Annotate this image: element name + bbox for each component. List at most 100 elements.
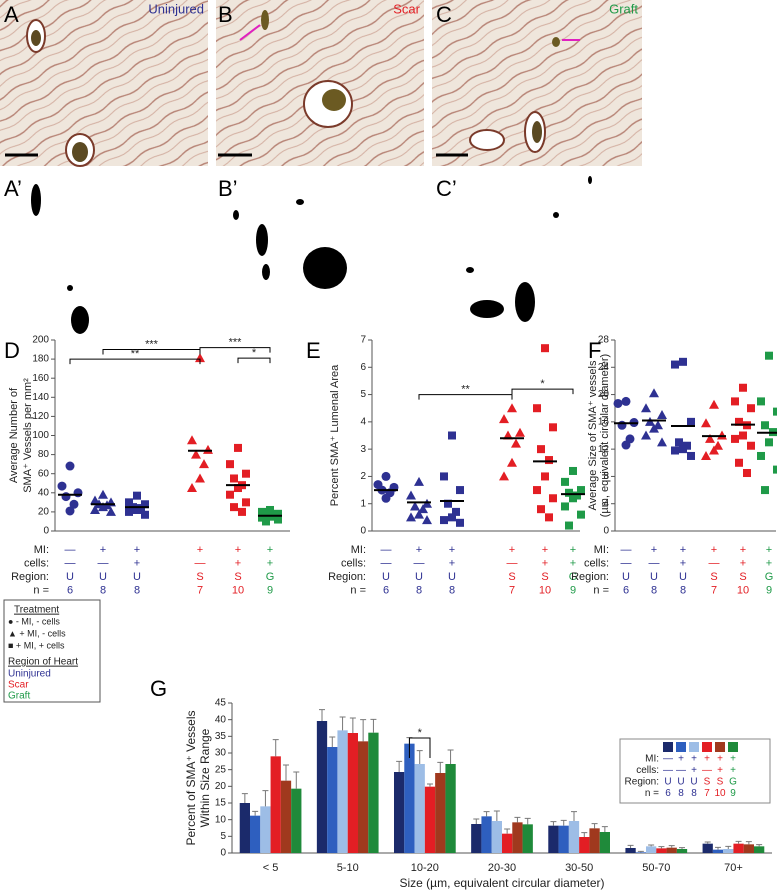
row-value: — — [65, 544, 76, 556]
panel-label: F — [588, 338, 601, 363]
row-value: + — [267, 557, 273, 569]
error-bar — [293, 771, 300, 789]
y-tick-label: 0 — [360, 526, 366, 537]
error-bar — [679, 847, 685, 849]
bar — [723, 849, 734, 853]
error-bar — [319, 709, 325, 721]
y-tick-label: 20 — [38, 507, 50, 518]
data-point — [537, 445, 545, 454]
row-value: — — [507, 557, 518, 569]
y-tick-label: 0 — [43, 526, 49, 537]
error-bar — [437, 761, 444, 773]
bar — [635, 852, 646, 853]
data-point — [226, 490, 234, 499]
data-point — [230, 503, 238, 512]
significance-bracket — [418, 394, 513, 400]
legend-value: U — [677, 777, 684, 788]
y-tick-label: 0 — [603, 526, 609, 537]
data-point — [657, 437, 667, 447]
panel-label: E — [306, 338, 321, 363]
error-bar — [370, 718, 377, 733]
bar — [558, 825, 569, 853]
data-point — [195, 473, 205, 483]
legend-value: + — [730, 754, 736, 765]
data-point — [561, 502, 569, 511]
data-point — [191, 449, 201, 459]
row-value: U — [448, 571, 456, 583]
data-point — [569, 494, 577, 503]
bar — [414, 764, 425, 853]
bar — [733, 843, 744, 853]
error-bar — [648, 844, 655, 847]
row-value: 8 — [134, 584, 140, 596]
data-point — [141, 510, 149, 519]
data-point — [679, 445, 687, 454]
data-point — [545, 513, 553, 522]
legend-value: + — [717, 754, 723, 765]
y-tick-label: 3 — [360, 444, 366, 455]
significance-label: * — [540, 378, 545, 390]
data-point — [234, 484, 242, 493]
row-label: MI: — [594, 544, 609, 556]
significance-label: *** — [145, 338, 159, 350]
row-value: — — [649, 557, 660, 569]
legend-swatch — [663, 742, 673, 752]
y-tick-label: 4 — [360, 416, 366, 427]
data-point — [657, 410, 667, 420]
bar — [280, 780, 292, 853]
y-tick-label: 4 — [603, 498, 609, 509]
data-point — [452, 507, 460, 516]
data-point — [499, 471, 509, 481]
y-tick-label: 7 — [360, 335, 366, 346]
data-point — [230, 474, 238, 483]
data-point — [757, 397, 765, 406]
row-value: 8 — [449, 584, 455, 596]
bar — [646, 846, 657, 853]
data-point — [414, 476, 424, 486]
row-value: S — [508, 571, 515, 583]
data-point — [106, 506, 116, 516]
data-point — [621, 440, 631, 450]
row-value: + — [134, 557, 140, 569]
legend-swatch — [702, 742, 712, 752]
error-bar — [427, 783, 433, 787]
row-value: + — [766, 544, 772, 556]
row-value: + — [651, 544, 657, 556]
data-point — [617, 420, 627, 430]
row-value: — — [65, 557, 76, 569]
error-bar — [349, 717, 356, 733]
data-point — [125, 498, 133, 507]
bar — [512, 822, 523, 853]
data-point — [448, 431, 456, 440]
y-tick-label: 20 — [598, 389, 610, 400]
error-bar — [601, 826, 608, 832]
error-bar — [591, 823, 598, 829]
row-label: Region: — [11, 571, 49, 583]
panel-label: B — [218, 2, 233, 27]
legend-value: + — [717, 765, 723, 776]
significance-label: * — [252, 347, 257, 359]
error-bar — [272, 739, 279, 757]
error-bar — [637, 850, 644, 853]
data-point — [422, 515, 432, 525]
significance-bracket — [408, 737, 431, 758]
row-value: S — [710, 571, 717, 583]
bar — [358, 741, 369, 853]
y-axis-label: (µm, equivalent circular diameter) — [599, 354, 611, 517]
x-tick-label: 30-50 — [565, 862, 593, 874]
row-value: U — [622, 571, 630, 583]
row-value: + — [711, 544, 717, 556]
y-axis-label: Average Number of — [8, 387, 20, 483]
bar — [743, 844, 754, 853]
y-tick-label: 180 — [32, 354, 49, 365]
data-point — [226, 460, 234, 469]
row-value: 9 — [267, 584, 273, 596]
legend-value: + — [691, 765, 697, 776]
row-value: — — [709, 557, 720, 569]
y-tick-label: 2 — [360, 471, 366, 482]
legend-value: 6 — [665, 788, 671, 799]
data-point — [456, 486, 464, 495]
y-tick-label: 0 — [220, 848, 226, 859]
row-value: + — [197, 544, 203, 556]
row-value: S — [196, 571, 203, 583]
